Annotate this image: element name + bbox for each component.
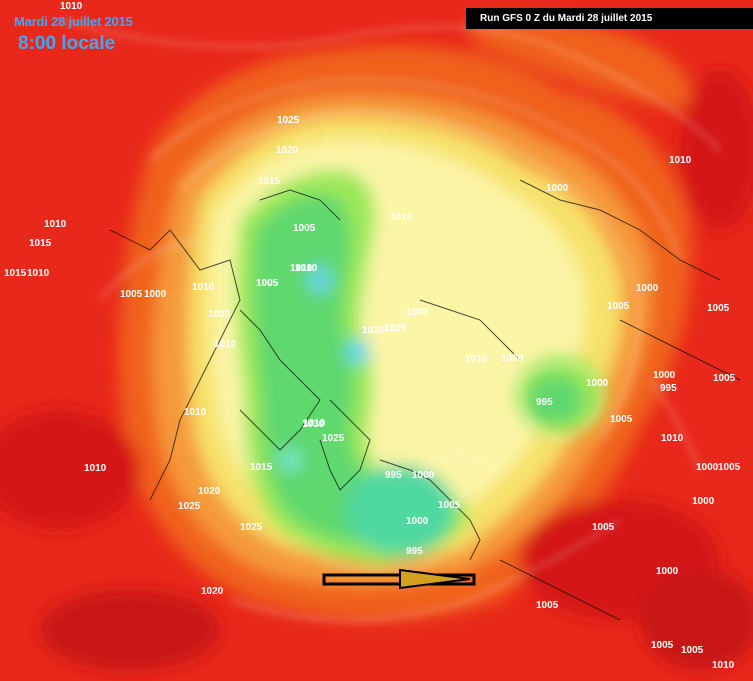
isobar-label: 1005 <box>607 301 630 312</box>
isobar-label: 995 <box>660 383 677 394</box>
isobar-label: 1010 <box>465 354 488 365</box>
isobar-label: 1030 <box>406 307 429 318</box>
isobar-label: 1020 <box>362 325 385 336</box>
isobar-label: 1005 <box>256 278 279 289</box>
isobar-label: 1005 <box>713 373 736 384</box>
isobar-label: 1015 <box>29 238 52 249</box>
isobar-label: 1010 <box>184 407 207 418</box>
isobar-label: 1005 <box>718 462 741 473</box>
isobar-label: 1005 <box>293 223 316 234</box>
isobar-label: 1000 <box>586 378 609 389</box>
isobar-label: 1000 <box>656 566 679 577</box>
isobar-label: 1010 <box>214 339 237 350</box>
forecast-date: Mardi 28 juillet 2015 <box>14 14 133 29</box>
isobar-label: 1005 <box>120 289 143 300</box>
isobar-label: 995 <box>385 470 402 481</box>
isobar-label: 1000 <box>412 470 435 481</box>
isobar-label: 1005 <box>592 522 615 533</box>
isobar-label: 995 <box>536 397 553 408</box>
isobar-label: 1005 <box>256 278 279 289</box>
isobar-label: 1005 <box>438 500 461 511</box>
isobar-label: 1010 <box>290 263 313 274</box>
isobar-label: 1025 <box>178 501 201 512</box>
isobar-label: 1005 <box>707 303 730 314</box>
isobar-label: 1010 <box>661 433 684 444</box>
isobar-label: 1010 <box>44 219 67 230</box>
isobar-label: 1000 <box>653 370 676 381</box>
run-info: Run GFS 0 Z du Mardi 28 juillet 2015 <box>466 8 753 29</box>
isobar-label: 1010 <box>60 1 83 12</box>
isobar-label: 1025 <box>277 115 300 126</box>
isobar-label: 1030 <box>302 419 325 430</box>
isobar-label: 1005 <box>681 645 704 656</box>
isobar-label: 1020 <box>201 586 224 597</box>
isobar-label: 1010 <box>84 463 107 474</box>
isobar-label: 1000 <box>406 516 429 527</box>
isobar-label: 1000 <box>546 183 569 194</box>
isobar-label: 1010 <box>303 418 326 429</box>
isobar-label: 1010 <box>27 268 50 279</box>
isobar-label: 1005 <box>208 309 231 320</box>
isobar-label: 1025 <box>384 323 407 334</box>
isobar-label: 1010 <box>669 155 692 166</box>
isobar-label: 1010 <box>390 212 413 223</box>
isobar-label: 1010 <box>712 660 735 671</box>
isobar-label: 1015 <box>258 176 281 187</box>
isobar-label: 1005 <box>610 414 633 425</box>
isobar-label: 1000 <box>636 283 659 294</box>
isobar-label: 1000 <box>692 496 715 507</box>
isobar-label: 1010 <box>295 263 318 274</box>
forecast-time: 8:00 locale <box>18 33 116 54</box>
isobar-label: 1020 <box>198 486 221 497</box>
isobar-label: 995 <box>406 546 423 557</box>
isobar-label: 1000 <box>144 289 167 300</box>
isobar-label: 1025 <box>322 433 345 444</box>
isobar-label: 1015 <box>250 462 273 473</box>
isobar-label: 1025 <box>240 522 263 533</box>
arrow-marker <box>322 568 476 590</box>
isobar-label: 1000 <box>501 353 524 364</box>
isobar-label: 1015 <box>4 268 27 279</box>
isobar-label: 1010 <box>192 282 215 293</box>
isobar-label: 1020 <box>276 145 299 156</box>
isobar-label: 1000 <box>696 462 719 473</box>
isobar-label: 1005 <box>536 600 559 611</box>
isobar-label: 1005 <box>651 640 674 651</box>
